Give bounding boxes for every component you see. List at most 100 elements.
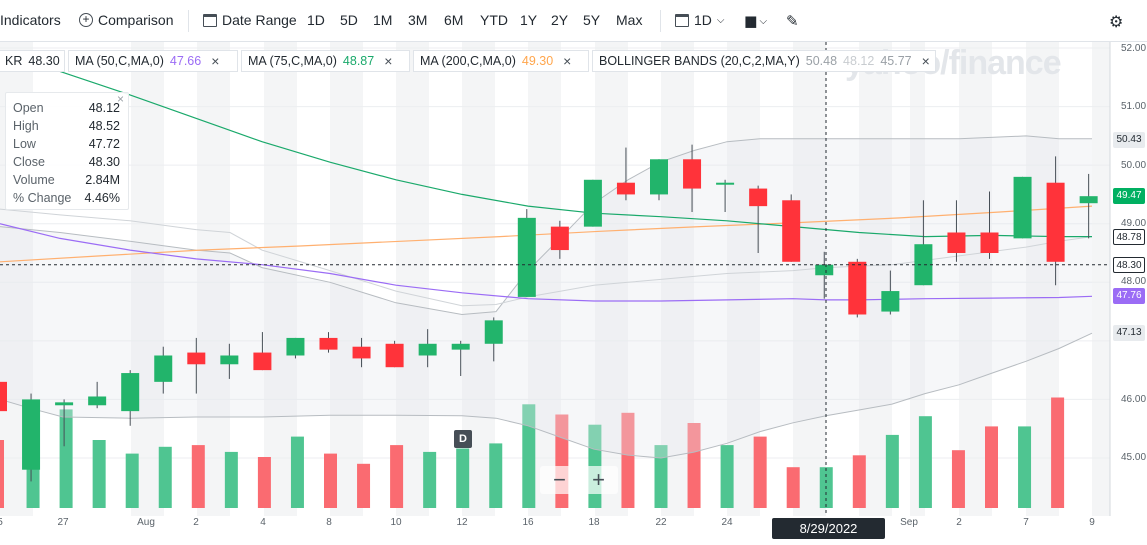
gear-icon: ⚙ <box>1109 14 1124 31</box>
ma50-label: MA (50,C,MA,0) <box>75 54 164 68</box>
volume-bar <box>985 426 998 508</box>
legend-ma50[interactable]: MA (50,C,MA,0) 47.66 × <box>68 50 238 72</box>
range-5y[interactable]: 5Y <box>583 12 600 28</box>
ma75-price-tag: 48.78 <box>1113 228 1145 245</box>
date-range-button[interactable]: Date Range <box>203 12 297 28</box>
symbol-price: 48.30 <box>28 54 60 68</box>
range-1d[interactable]: 1D <box>307 12 325 28</box>
ohlc-low-row: Low 47.72 <box>13 135 120 153</box>
candle <box>88 381 107 409</box>
bb-lower-price-tag: 47.13 <box>1113 325 1145 342</box>
remove-bb-close-icon[interactable]: × <box>921 53 930 69</box>
candle-body <box>55 402 74 406</box>
range-1m[interactable]: 1M <box>373 12 392 28</box>
comparison-button[interactable]: + Comparison <box>79 12 173 28</box>
crosshair <box>0 42 1110 516</box>
legend-bollinger[interactable]: BOLLINGER BANDS (20,C,2,MA,Y) 50.48 48.1… <box>592 50 936 72</box>
volume-bar <box>59 409 73 508</box>
volume-bar <box>390 445 404 508</box>
candle-body <box>616 182 635 195</box>
range-ytd[interactable]: YTD <box>480 12 508 28</box>
candle <box>319 332 338 353</box>
price-tick: 51.00 <box>1121 101 1147 112</box>
remove-ma75-close-icon[interactable]: × <box>384 53 393 69</box>
candle-body <box>484 320 503 344</box>
date-tick: Sep <box>900 517 918 528</box>
remove-ma50-close-icon[interactable]: × <box>211 53 220 69</box>
ohlc-label: Close <box>13 155 45 169</box>
range-label: 1D <box>307 12 325 28</box>
volume-bar <box>687 423 701 508</box>
last-price-tag: 49.47 <box>1113 188 1145 205</box>
volume-bar <box>522 404 536 508</box>
range-label: 6M <box>444 12 464 28</box>
candle-body <box>385 343 404 368</box>
candle-body <box>286 337 305 356</box>
range-label: Max <box>616 12 643 28</box>
candle-body <box>550 226 569 251</box>
close-icon[interactable]: × <box>116 92 124 106</box>
date-tick: 18 <box>588 517 600 528</box>
volume-bar <box>357 463 371 508</box>
ohlc-value: 4.46% <box>84 191 120 205</box>
price-chart[interactable] <box>0 42 1147 545</box>
volume-bar <box>720 445 734 508</box>
zoom-out-button[interactable]: − <box>553 467 566 492</box>
calendar-icon <box>675 13 689 27</box>
candle-body <box>749 188 768 207</box>
ma75-line <box>0 53 1092 238</box>
candle <box>914 200 933 286</box>
ohlc-high-row: High 48.52 <box>13 117 120 135</box>
candle <box>286 337 305 359</box>
chart-type-dropdown[interactable]: ▮▮ ⌵ <box>744 12 767 30</box>
ohlc-label: Volume <box>13 173 55 187</box>
ma75-value: 48.87 <box>342 54 375 68</box>
candle-body <box>848 261 867 315</box>
range-3m[interactable]: 3M <box>408 12 427 28</box>
date-tick: 24 <box>721 517 733 528</box>
candle-body <box>1046 182 1065 262</box>
volume-bar <box>918 416 932 508</box>
candle <box>517 209 536 297</box>
price-tick: 49.00 <box>1121 218 1147 229</box>
candle-body <box>1013 176 1032 239</box>
candle-body <box>683 159 702 189</box>
draw-button[interactable]: ✎ <box>786 12 799 30</box>
range-1y[interactable]: 1Y <box>520 12 537 28</box>
range-5d[interactable]: 5D <box>340 12 358 28</box>
range-2y[interactable]: 2Y <box>551 12 568 28</box>
range-label: YTD <box>480 12 508 28</box>
candle-body <box>980 232 999 253</box>
zoom-in-button[interactable]: + <box>592 467 605 492</box>
background-band <box>793 42 826 516</box>
indicators-button[interactable]: Indicators <box>0 12 61 28</box>
legend-ma75[interactable]: MA (75,C,MA,0) 48.87 × <box>241 50 410 72</box>
candle-body <box>451 343 470 350</box>
candle <box>1013 176 1032 239</box>
moving-averages <box>0 53 1093 302</box>
chart-toolbar: Indicators + Comparison Date Range 1D 5D… <box>0 0 1147 42</box>
range-6m[interactable]: 6M <box>444 12 463 28</box>
remove-ma200-close-icon[interactable]: × <box>563 53 572 69</box>
dividend-event-marker[interactable]: D <box>454 430 472 448</box>
legend-symbol[interactable]: KR 48.30 <box>0 50 65 72</box>
range-max[interactable]: Max <box>616 12 642 28</box>
pencil-icon: ✎ <box>786 13 799 30</box>
bb-lower: 45.77 <box>880 54 912 68</box>
volume-bar <box>852 455 866 508</box>
candle-body <box>583 179 602 227</box>
candle <box>253 332 272 371</box>
date-tick: 2 <box>956 517 962 528</box>
settings-button[interactable]: ⚙ <box>1109 12 1123 32</box>
comparison-label: Comparison <box>98 12 174 28</box>
date-tick: 4 <box>260 517 266 528</box>
ma200-value: 49.30 <box>521 54 554 68</box>
range-label: 1M <box>373 12 393 28</box>
date-tick: 16 <box>522 517 534 528</box>
interval-dropdown[interactable]: 1D ⌵ <box>675 12 725 28</box>
date-tick: 5 <box>0 517 3 528</box>
price-tick: 45.00 <box>1121 452 1147 463</box>
candle-body <box>650 159 668 195</box>
volume-bar <box>324 453 337 508</box>
legend-ma200[interactable]: MA (200,C,MA,0) 49.30 × <box>413 50 589 72</box>
